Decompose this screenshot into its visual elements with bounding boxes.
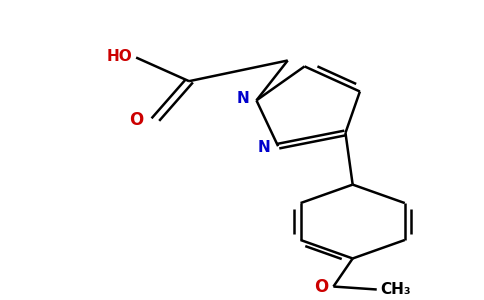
Text: CH₃: CH₃ bbox=[380, 282, 411, 297]
Text: N: N bbox=[258, 140, 271, 155]
Text: O: O bbox=[129, 111, 143, 129]
Text: N: N bbox=[237, 92, 249, 106]
Text: HO: HO bbox=[106, 49, 132, 64]
Text: O: O bbox=[315, 278, 329, 296]
